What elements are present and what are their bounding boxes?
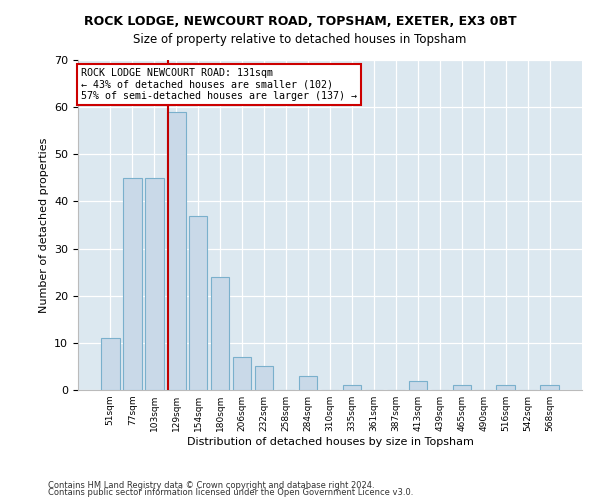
Y-axis label: Number of detached properties: Number of detached properties	[38, 138, 49, 312]
Bar	[101, 338, 119, 390]
Bar	[211, 277, 229, 390]
Text: Contains HM Land Registry data © Crown copyright and database right 2024.: Contains HM Land Registry data © Crown c…	[48, 480, 374, 490]
Text: ROCK LODGE NEWCOURT ROAD: 131sqm
← 43% of detached houses are smaller (102)
57% : ROCK LODGE NEWCOURT ROAD: 131sqm ← 43% o…	[80, 68, 356, 102]
Bar	[299, 376, 317, 390]
Bar	[123, 178, 142, 390]
Bar	[541, 386, 559, 390]
Text: Contains public sector information licensed under the Open Government Licence v3: Contains public sector information licen…	[48, 488, 413, 497]
Bar	[233, 357, 251, 390]
Bar	[255, 366, 274, 390]
Bar	[452, 386, 471, 390]
Bar	[409, 380, 427, 390]
Bar	[189, 216, 208, 390]
Bar	[167, 112, 185, 390]
Bar	[343, 386, 361, 390]
X-axis label: Distribution of detached houses by size in Topsham: Distribution of detached houses by size …	[187, 437, 473, 447]
Bar	[496, 386, 515, 390]
Text: Size of property relative to detached houses in Topsham: Size of property relative to detached ho…	[133, 32, 467, 46]
Text: ROCK LODGE, NEWCOURT ROAD, TOPSHAM, EXETER, EX3 0BT: ROCK LODGE, NEWCOURT ROAD, TOPSHAM, EXET…	[83, 15, 517, 28]
Bar	[145, 178, 164, 390]
